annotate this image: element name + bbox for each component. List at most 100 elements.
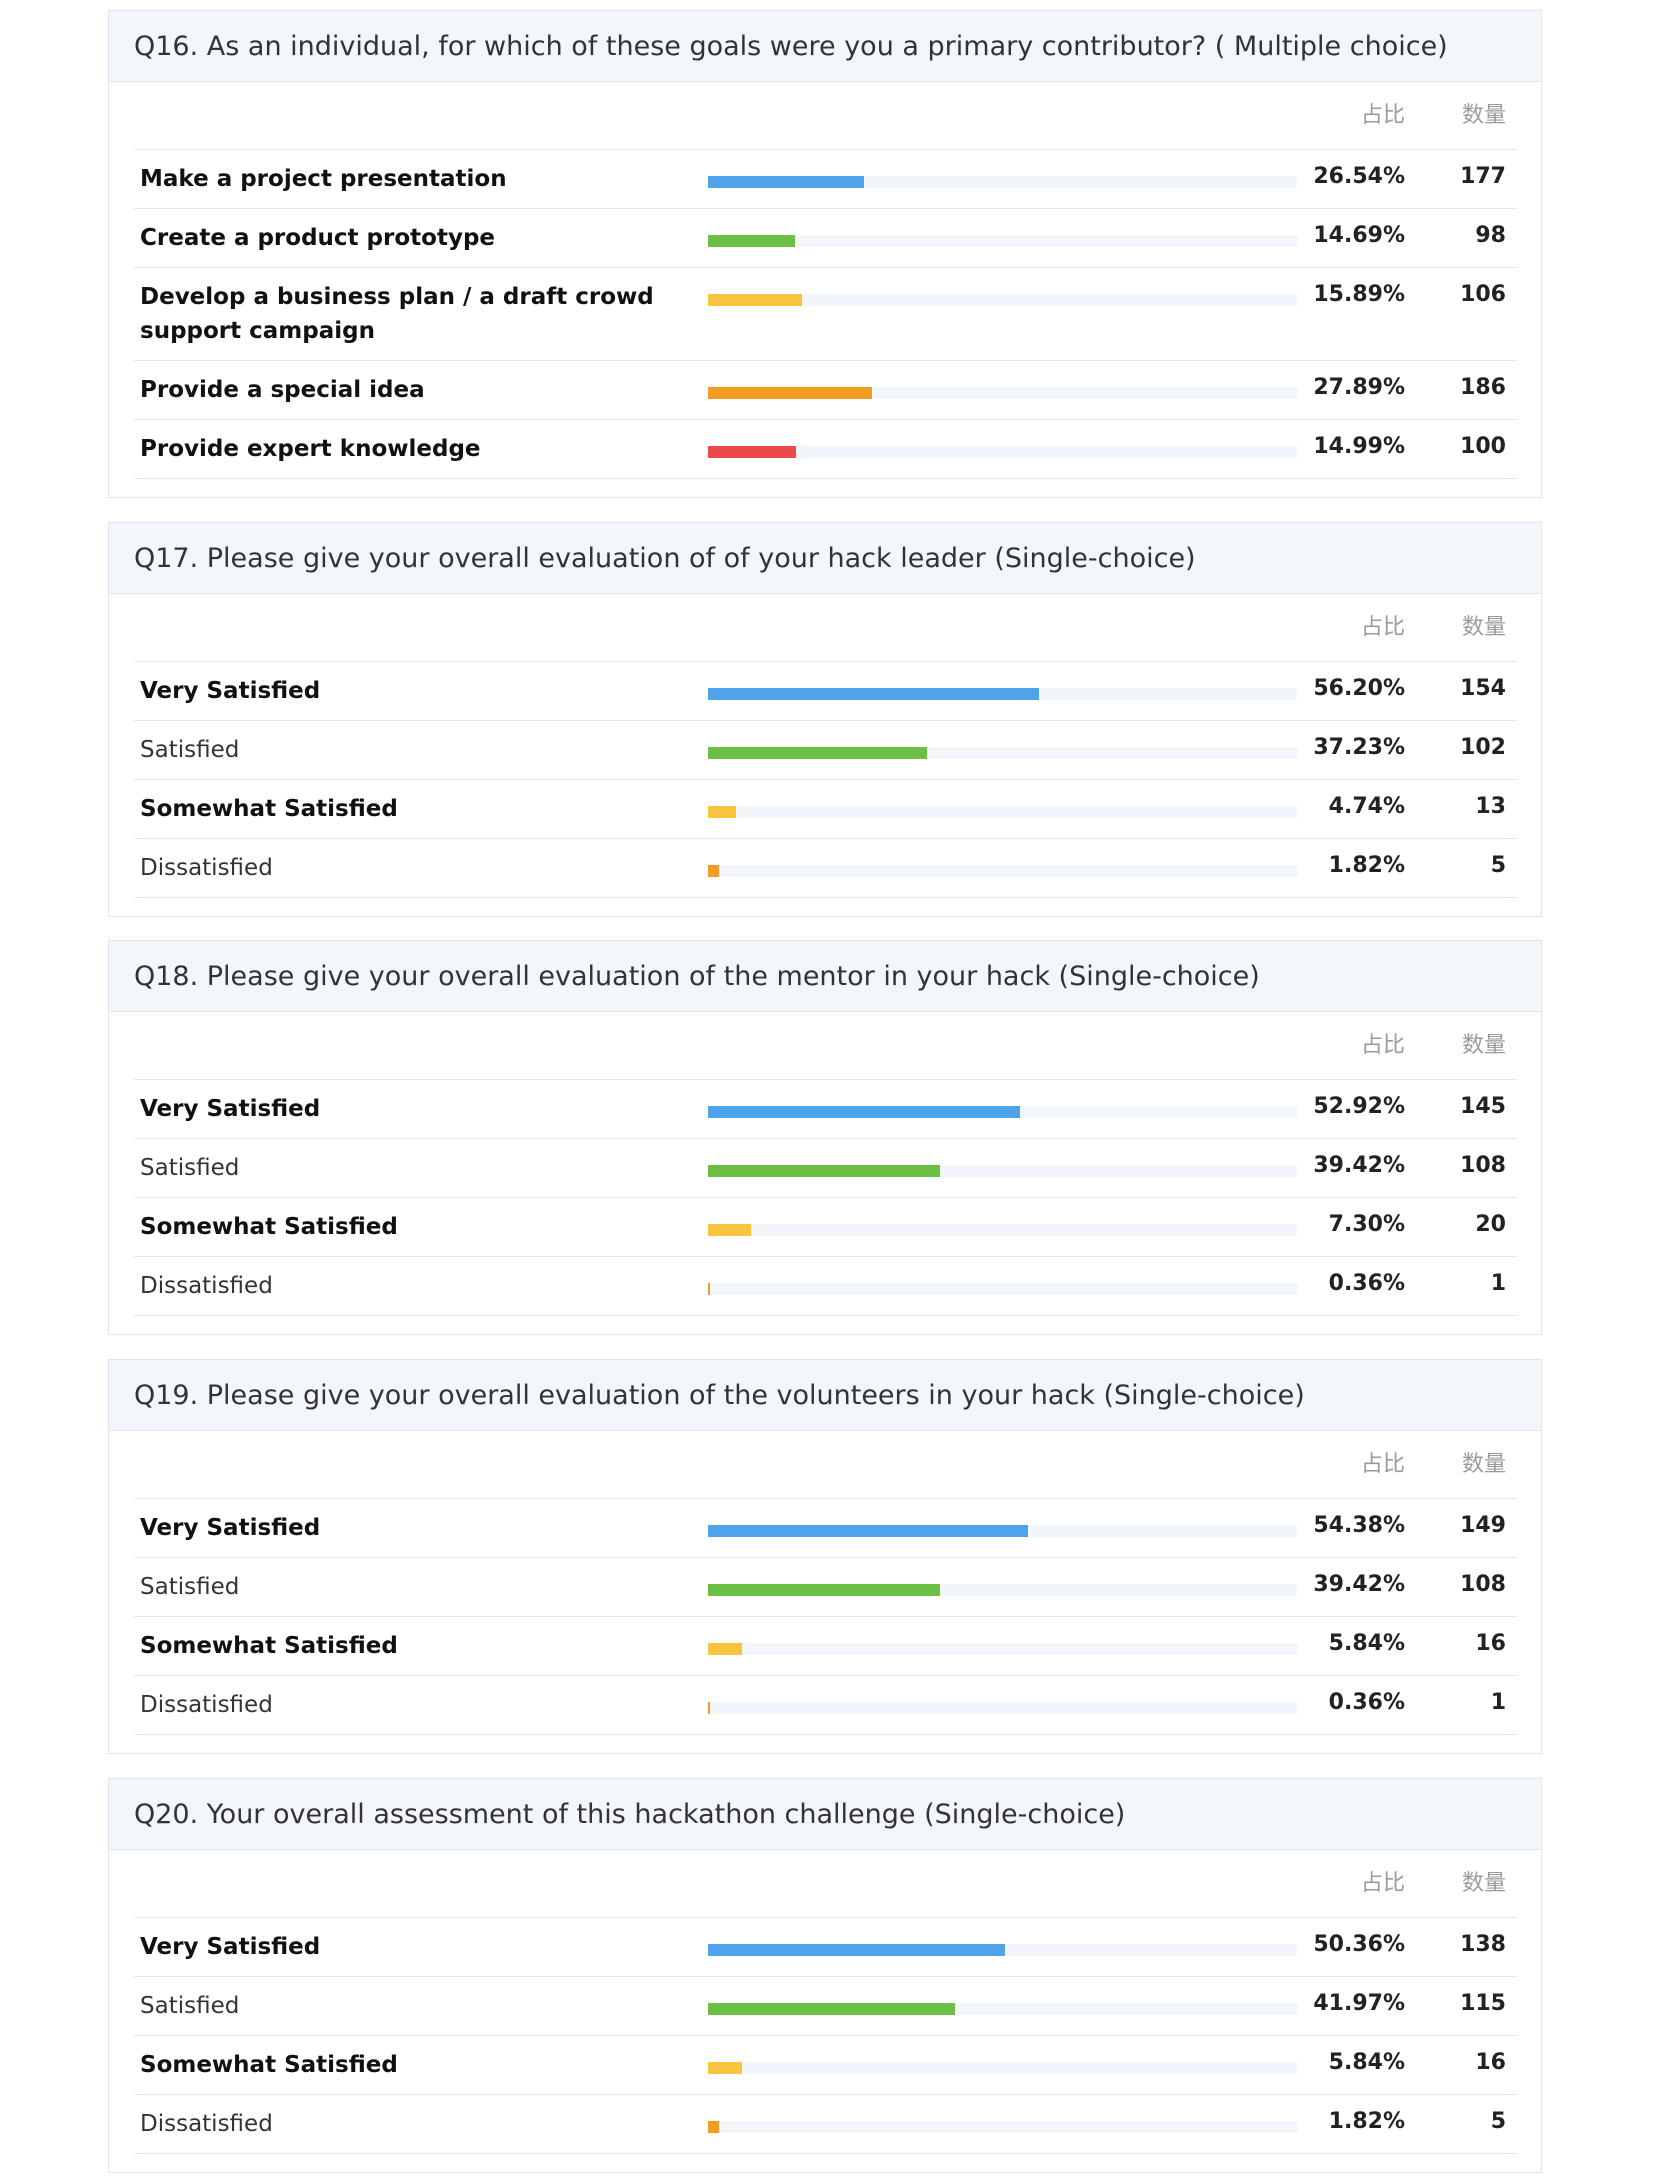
- bar: [708, 446, 797, 458]
- results-table: 占比 数量 Very Satisfied 54.38% 149 Satisfied 39.4…: [109, 1431, 1541, 1753]
- result-row: Develop a business plan / a draft crowd …: [134, 268, 1517, 361]
- column-header-row: 占比 数量: [134, 82, 1517, 150]
- bar-track: [708, 2048, 1297, 2082]
- result-row: Satisfied 39.42% 108: [134, 1558, 1517, 1617]
- count-value: 1: [1490, 1690, 1506, 1715]
- result-row: Create a product prototype 14.69% 98: [134, 209, 1517, 268]
- bar-track: [708, 432, 1297, 466]
- result-row: Satisfied 41.97% 115: [134, 1977, 1517, 2036]
- bar-background: [708, 1283, 1297, 1295]
- bar-track: [708, 1151, 1297, 1185]
- percent-value: 7.30%: [1328, 1212, 1405, 1237]
- bar-track: [708, 162, 1297, 196]
- bar: [708, 2062, 743, 2074]
- bar-track: [708, 674, 1297, 708]
- count-value: 1: [1490, 1271, 1506, 1296]
- option-label: Very Satisfied: [140, 678, 321, 704]
- count-value: 5: [1490, 853, 1506, 878]
- option-label: Dissatisfied: [140, 2111, 273, 2137]
- bar: [708, 1643, 743, 1655]
- count-value: 186: [1460, 375, 1506, 400]
- count-value: 108: [1460, 1572, 1506, 1597]
- result-row: Somewhat Satisfied 4.74% 13: [134, 780, 1517, 839]
- count-value: 98: [1475, 223, 1506, 248]
- option-label: Make a project presentation: [140, 166, 507, 192]
- percent-value: 54.38%: [1313, 1513, 1405, 1538]
- option-label: Somewhat Satisfied: [140, 2052, 398, 2078]
- count-value: 115: [1460, 1991, 1506, 2016]
- option-label: Provide expert knowledge: [140, 436, 481, 462]
- bar-track: [708, 792, 1297, 826]
- result-row: Very Satisfied 54.38% 149: [134, 1499, 1517, 1558]
- percent-header: 占比: [1360, 102, 1405, 128]
- option-label: Satisfied: [140, 1993, 240, 2019]
- percent-value: 5.84%: [1328, 2050, 1405, 2075]
- bar-background: [708, 294, 1297, 306]
- bar: [708, 2121, 719, 2133]
- bar: [708, 1106, 1020, 1118]
- results-table: 占比 数量 Very Satisfied 56.20% 154 Satisfied 37.2…: [109, 594, 1541, 916]
- percent-value: 0.36%: [1328, 1690, 1405, 1715]
- percent-value: 0.36%: [1328, 1271, 1405, 1296]
- count-value: 145: [1460, 1094, 1506, 1119]
- bar-track: [708, 1688, 1297, 1722]
- bar: [708, 2003, 956, 2015]
- option-label: Somewhat Satisfied: [140, 796, 398, 822]
- option-label: Very Satisfied: [140, 1934, 321, 1960]
- column-header-row: 占比 数量: [134, 1431, 1517, 1499]
- question-title: Q16. As an individual, for which of thes…: [109, 11, 1541, 82]
- percent-value: 39.42%: [1313, 1153, 1405, 1178]
- count-value: 5: [1490, 2109, 1506, 2134]
- bar-track: [708, 1570, 1297, 1604]
- bar: [708, 176, 865, 188]
- count-value: 16: [1475, 2050, 1506, 2075]
- count-value: 100: [1460, 434, 1506, 459]
- bar: [708, 1525, 1029, 1537]
- bar: [708, 1702, 711, 1714]
- percent-value: 4.74%: [1328, 794, 1405, 819]
- option-label: Create a product prototype: [140, 225, 496, 251]
- count-header: 数量: [1461, 102, 1506, 128]
- bar-track: [708, 221, 1297, 255]
- count-value: 108: [1460, 1153, 1506, 1178]
- result-row: Very Satisfied 56.20% 154: [134, 662, 1517, 721]
- percent-value: 1.82%: [1328, 853, 1405, 878]
- percent-value: 1.82%: [1328, 2109, 1405, 2134]
- bar-background: [708, 806, 1297, 818]
- bar: [708, 1224, 751, 1236]
- count-value: 102: [1460, 735, 1506, 760]
- result-row: Make a project presentation 26.54% 177: [134, 150, 1517, 209]
- question-panel: Q20. Your overall assessment of this hac…: [108, 1778, 1542, 2173]
- column-header-row: 占比 数量: [134, 1012, 1517, 1080]
- bar: [708, 688, 1040, 700]
- percent-value: 15.89%: [1313, 282, 1405, 307]
- count-value: 20: [1475, 1212, 1506, 1237]
- percent-value: 41.97%: [1313, 1991, 1405, 2016]
- option-label: Somewhat Satisfied: [140, 1214, 398, 1240]
- bar-background: [708, 235, 1297, 247]
- bar: [708, 747, 928, 759]
- bar: [708, 235, 795, 247]
- count-header: 数量: [1461, 1451, 1506, 1477]
- bar: [708, 806, 736, 818]
- percent-value: 39.42%: [1313, 1572, 1405, 1597]
- question-title: Q17. Please give your overall evaluation…: [109, 523, 1541, 594]
- results-table: 占比 数量 Very Satisfied 50.36% 138 Satisfied 41.9…: [109, 1850, 1541, 2172]
- result-row: Dissatisfied 1.82% 5: [134, 2095, 1517, 2154]
- result-row: Very Satisfied 52.92% 145: [134, 1080, 1517, 1139]
- percent-header: 占比: [1360, 614, 1405, 640]
- option-label: Dissatisfied: [140, 1692, 273, 1718]
- bar-background: [708, 1643, 1297, 1655]
- question-panel: Q19. Please give your overall evaluation…: [108, 1359, 1542, 1754]
- question-panel: Q17. Please give your overall evaluation…: [108, 522, 1542, 917]
- percent-value: 50.36%: [1313, 1932, 1405, 1957]
- bar: [708, 865, 719, 877]
- bar-track: [708, 280, 1297, 314]
- column-header-row: 占比 数量: [134, 1850, 1517, 1918]
- option-label: Provide a special idea: [140, 377, 425, 403]
- percent-value: 56.20%: [1313, 676, 1405, 701]
- bar: [708, 1944, 1005, 1956]
- result-row: Satisfied 39.42% 108: [134, 1139, 1517, 1198]
- result-row: Somewhat Satisfied 5.84% 16: [134, 2036, 1517, 2095]
